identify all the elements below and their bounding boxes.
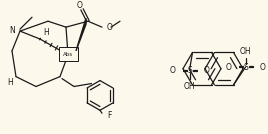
Text: OH: OH — [240, 47, 251, 56]
Text: O: O — [203, 66, 209, 75]
Text: O: O — [259, 63, 265, 72]
Polygon shape — [76, 18, 86, 51]
Text: O: O — [107, 23, 113, 32]
Text: N: N — [9, 26, 15, 35]
Text: H: H — [43, 28, 49, 37]
Text: O: O — [226, 63, 232, 72]
FancyBboxPatch shape — [58, 47, 77, 61]
Text: S: S — [187, 66, 192, 75]
Text: S: S — [243, 63, 248, 72]
Text: O: O — [170, 66, 176, 75]
Text: Abs: Abs — [63, 52, 73, 57]
Text: H: H — [7, 78, 13, 87]
Text: F: F — [107, 111, 111, 120]
Text: OH: OH — [184, 82, 195, 91]
Text: O: O — [77, 1, 83, 10]
